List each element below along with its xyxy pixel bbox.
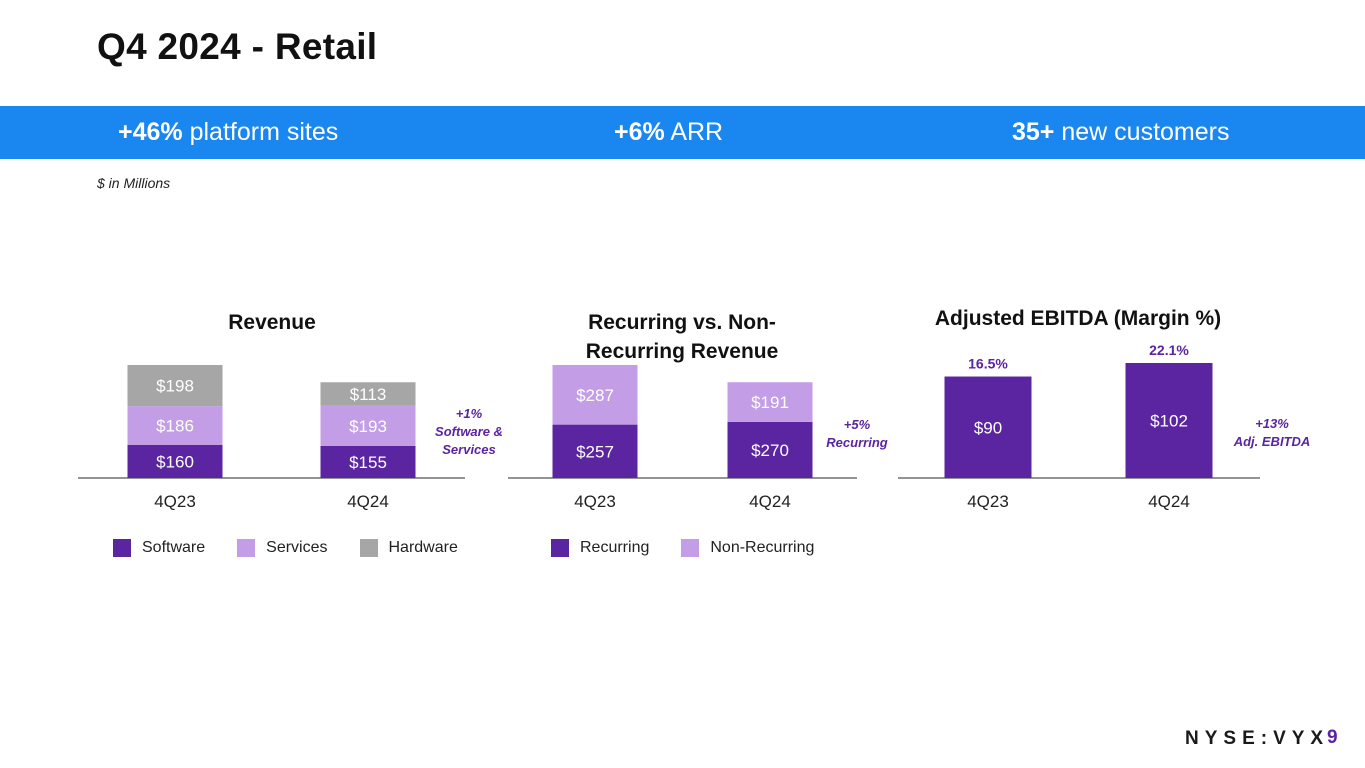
x-tick-label: 4Q23	[574, 492, 616, 511]
growth-annotation: Software &	[435, 424, 503, 439]
data-label: $198	[156, 377, 194, 396]
x-tick-label: 4Q24	[347, 492, 389, 511]
data-label: $270	[751, 441, 789, 460]
legend-swatch-services	[237, 539, 256, 557]
units-note: $ in Millions	[97, 175, 171, 191]
data-label: $191	[751, 393, 789, 412]
margin-label: 22.1%	[1149, 342, 1189, 358]
data-label: $90	[974, 418, 1002, 437]
revenue-legend: Software Services Hardware	[113, 538, 490, 558]
bar-adjusted-ebitda-4q23	[944, 376, 1032, 478]
legend-hardware: Hardware	[359, 539, 458, 557]
legend-swatch-recurring	[551, 539, 569, 557]
kpi-platform-sites: +46% platform sites	[118, 106, 338, 159]
bar-software-4q24	[320, 445, 416, 478]
kpi-value: +46%	[118, 118, 183, 146]
kpi-banner: +46% platform sites +6% ARR 35+ new cust…	[0, 106, 1365, 159]
ebitda-chart-title: Adjusted EBITDA (Margin %)	[934, 307, 1222, 330]
growth-annotation: +5%	[844, 417, 871, 432]
page-title: Q4 2024 - Retail	[97, 26, 378, 67]
legend-label: Hardware	[388, 539, 458, 556]
legend-services: Services	[237, 539, 328, 557]
x-tick-label: 4Q24	[749, 492, 791, 511]
growth-annotation: Recurring	[826, 435, 887, 450]
data-label: $102	[1150, 412, 1188, 431]
data-label: $193	[349, 417, 387, 436]
x-tick-label: 4Q23	[967, 492, 1009, 511]
recurring-legend: Recurring Non-Recurring	[551, 538, 846, 558]
data-label: $113	[350, 385, 387, 404]
bar-recurring-4q23	[552, 424, 638, 478]
legend-recurring: Recurring	[551, 539, 649, 557]
kpi-label: new customers	[1061, 118, 1230, 146]
margin-label: 16.5%	[968, 356, 1008, 372]
growth-annotation: +1%	[456, 406, 483, 421]
data-label: $287	[576, 386, 614, 405]
revenue-chart-title: Revenue	[228, 311, 316, 334]
legend-label: Services	[266, 539, 328, 556]
data-label: $160	[156, 452, 194, 471]
legend-swatch-hardware	[359, 539, 378, 557]
legend-label: Recurring	[580, 539, 650, 556]
legend-non-recurring: Non-Recurring	[681, 539, 814, 557]
kpi-new-customers: 35+ new customers	[1012, 106, 1230, 159]
growth-annotation: +13%	[1255, 416, 1289, 431]
legend-label: Non-Recurring	[710, 539, 815, 556]
kpi-label: platform sites	[189, 118, 339, 146]
bar-services-4q24	[320, 405, 416, 446]
bar-services-4q23	[127, 406, 223, 445]
recurring-chart-title-line-1: Recurring vs. Non-	[588, 311, 776, 334]
recurring-chart-title: Recurring vs. Non- Recurring Revenue	[540, 308, 824, 366]
x-tick-label: 4Q23	[154, 492, 196, 511]
bar-hardware-4q24	[320, 382, 416, 406]
growth-annotation: Adj. EBITDA	[1233, 434, 1311, 449]
brand-ticker: NYSE:VYX	[1185, 728, 1330, 749]
kpi-value: 35+	[1012, 118, 1055, 146]
bar-software-4q23	[127, 444, 223, 478]
legend-swatch-software	[113, 539, 131, 557]
x-tick-label: 4Q24	[1148, 492, 1190, 511]
recurring-chart-title-line-2: Recurring Revenue	[585, 340, 779, 363]
growth-annotation: Services	[442, 442, 496, 457]
legend-label: Software	[142, 539, 206, 556]
data-label: $155	[349, 453, 387, 472]
bar-non-recurring-4q24	[727, 382, 813, 422]
page-number: 9	[1327, 727, 1338, 748]
bar-recurring-4q24	[727, 421, 813, 478]
bar-hardware-4q23	[127, 365, 223, 407]
data-label: $186	[156, 416, 194, 435]
legend-swatch-non-recurring	[681, 539, 700, 557]
bar-non-recurring-4q23	[552, 365, 638, 425]
kpi-label: ARR	[670, 118, 724, 146]
bar-adjusted-ebitda-4q24	[1125, 363, 1213, 478]
data-label: $257	[576, 442, 614, 461]
legend-software: Software	[113, 539, 205, 557]
kpi-arr: +6% ARR	[614, 106, 723, 159]
kpi-value: +6%	[614, 118, 665, 146]
